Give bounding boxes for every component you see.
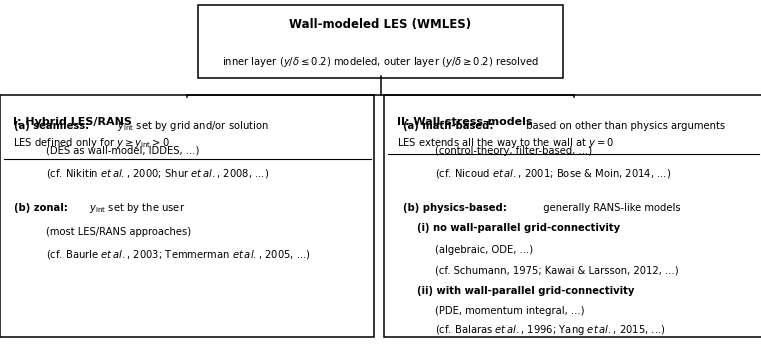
Text: (i) no wall-parallel grid-connectivity: (i) no wall-parallel grid-connectivity (417, 224, 620, 233)
Text: LES defined only for $y \geq y_{\mathrm{int}} > 0$: LES defined only for $y \geq y_{\mathrm{… (13, 136, 170, 151)
Text: (ii) with wall-parallel grid-connectivity: (ii) with wall-parallel grid-connectivit… (417, 286, 635, 296)
Text: (PDE, momentum integral, ...): (PDE, momentum integral, ...) (435, 307, 584, 316)
Text: LES extends all the way to the wall at $y = 0$: LES extends all the way to the wall at $… (397, 136, 615, 151)
FancyBboxPatch shape (0, 95, 374, 337)
Text: generally RANS-like models: generally RANS-like models (537, 203, 681, 212)
Text: (DES as wall-model, IDDES, ...): (DES as wall-model, IDDES, ...) (46, 146, 199, 155)
Text: (algebraic, ODE, ...): (algebraic, ODE, ...) (435, 245, 533, 255)
Text: $y_{\mathrm{int}}$ set by grid and/or solution: $y_{\mathrm{int}}$ set by grid and/or so… (111, 119, 269, 133)
Text: (cf. Schumann, 1975; Kawai & Larsson, 2012, ...): (cf. Schumann, 1975; Kawai & Larsson, 20… (435, 266, 679, 275)
Text: (b) zonal:: (b) zonal: (14, 203, 68, 212)
Text: I: Hybrid LES/RANS: I: Hybrid LES/RANS (13, 117, 132, 127)
Text: (control-theory, filter-based, ...): (control-theory, filter-based, ...) (435, 146, 592, 155)
Text: (b) physics-based:: (b) physics-based: (403, 203, 507, 212)
Text: Wall-modeled LES (WMLES): Wall-modeled LES (WMLES) (289, 18, 472, 31)
Text: inner layer ($y/\delta \leq 0.2$) modeled, outer layer ($y/\delta \geq 0.2$) res: inner layer ($y/\delta \leq 0.2$) modele… (222, 55, 539, 69)
Text: (a) math-based:: (a) math-based: (403, 121, 494, 131)
Text: II: Wall-stress-models: II: Wall-stress-models (397, 117, 533, 127)
Text: $y_{\mathrm{int}}$ set by the user: $y_{\mathrm{int}}$ set by the user (83, 201, 186, 215)
Text: (cf. Balaras $et\,al.$, 1996; Yang $et\,al.$, 2015, ...): (cf. Balaras $et\,al.$, 1996; Yang $et\,… (435, 324, 666, 337)
Text: (cf. Nicoud $et\,al.$, 2001; Bose & Moin, 2014, ...): (cf. Nicoud $et\,al.$, 2001; Bose & Moin… (435, 166, 671, 180)
Text: based on other than physics arguments: based on other than physics arguments (520, 121, 725, 131)
FancyBboxPatch shape (198, 5, 563, 78)
Text: (most LES/RANS approaches): (most LES/RANS approaches) (46, 227, 191, 237)
Text: (a) seamless:: (a) seamless: (14, 121, 89, 131)
FancyBboxPatch shape (384, 95, 761, 337)
Text: (cf. Nikitin $et\,al.$, 2000; Shur $et\,al.$, 2008, ...): (cf. Nikitin $et\,al.$, 2000; Shur $et\,… (46, 166, 269, 180)
Text: (cf. Baurle $et\,al.$, 2003; Temmerman $et\,al.$, 2005, ...): (cf. Baurle $et\,al.$, 2003; Temmerman $… (46, 248, 310, 261)
